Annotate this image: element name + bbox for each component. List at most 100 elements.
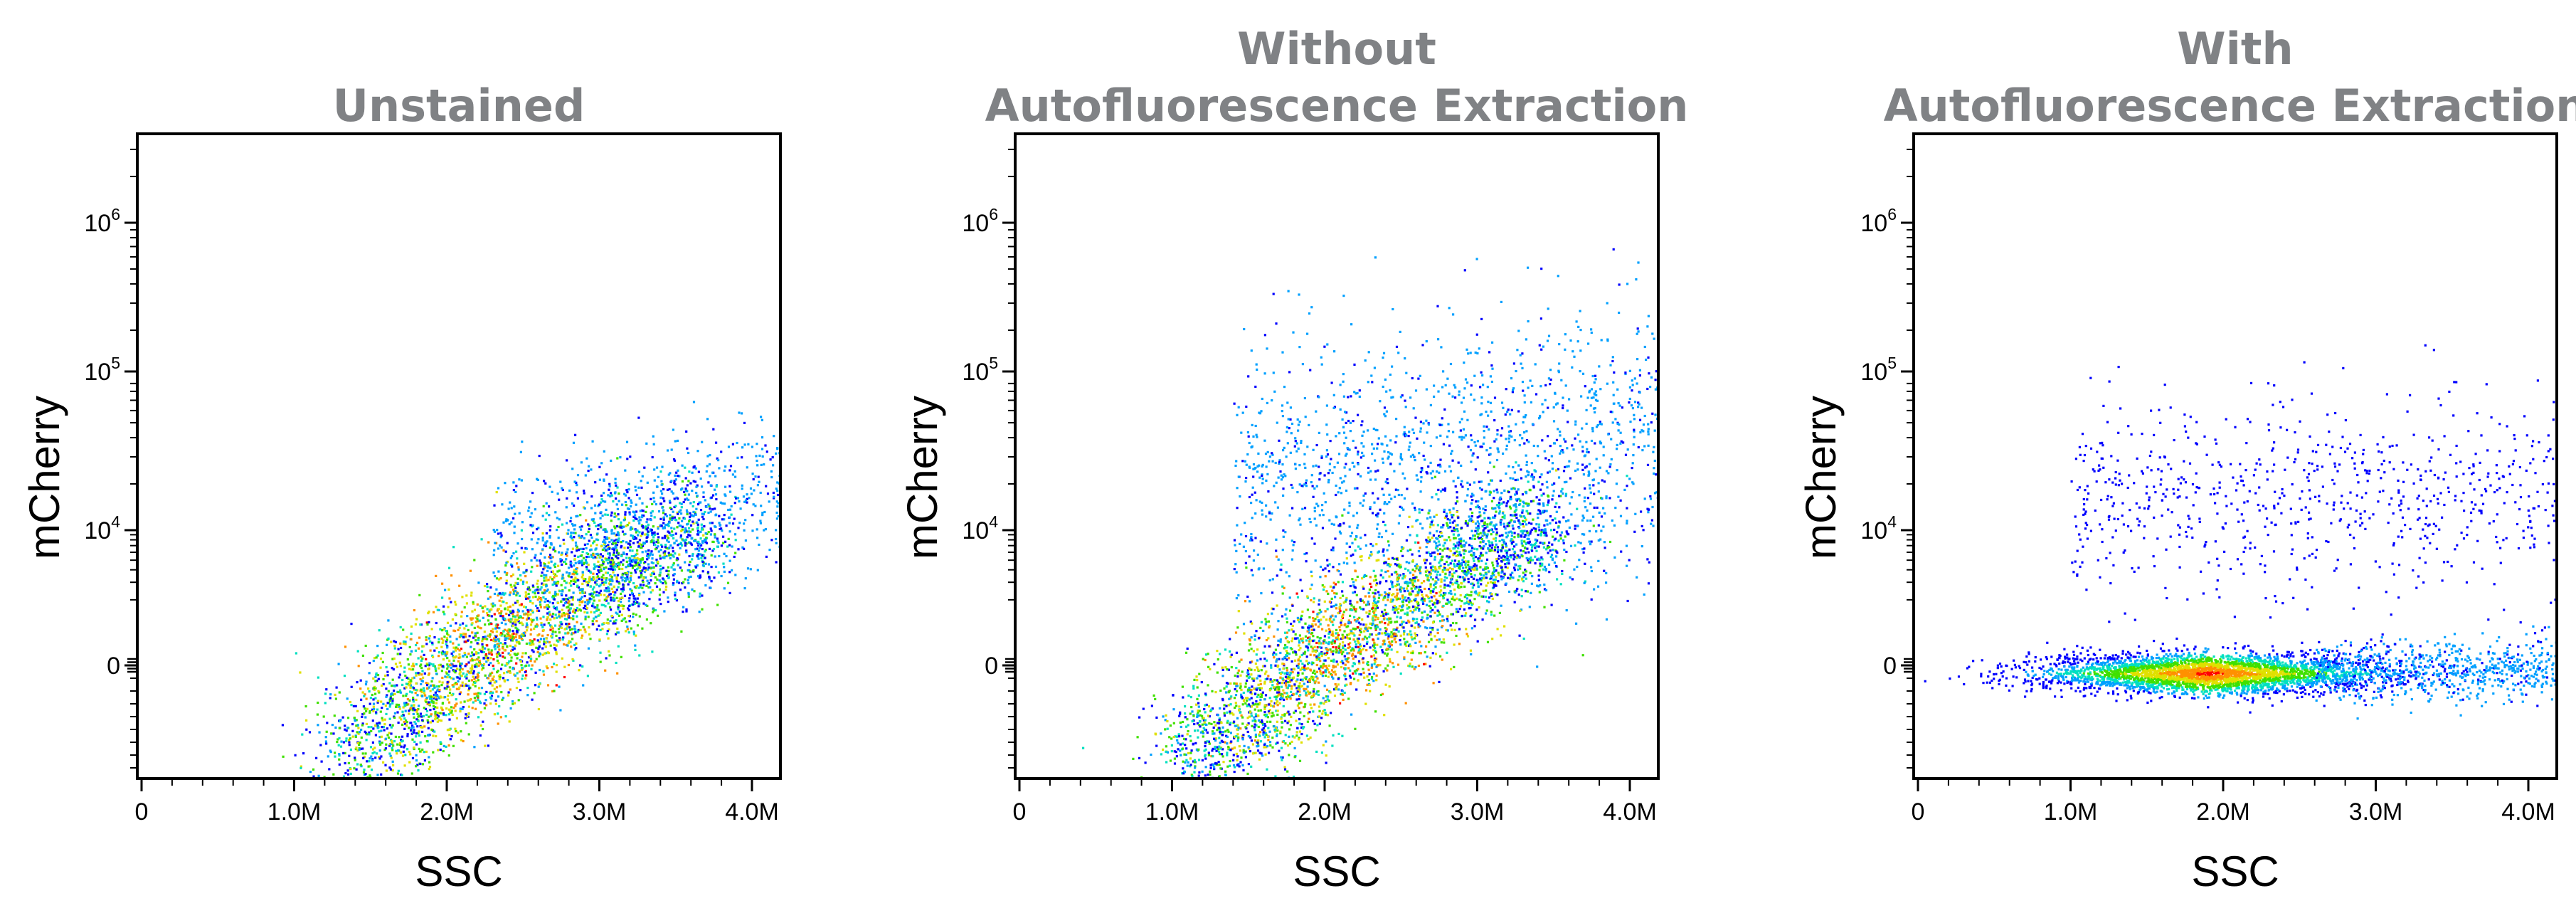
data-point <box>669 472 672 475</box>
data-point <box>564 618 567 621</box>
data-point <box>426 719 429 722</box>
data-point <box>746 493 748 496</box>
data-point <box>592 542 595 544</box>
data-point <box>634 517 637 519</box>
data-point <box>370 755 373 758</box>
data-point <box>530 559 533 562</box>
data-point <box>576 497 579 500</box>
data-point <box>458 692 461 695</box>
data-point <box>1318 608 1321 611</box>
data-point <box>603 577 605 580</box>
data-point <box>1459 542 1462 545</box>
data-point <box>576 549 578 552</box>
data-point <box>512 702 514 705</box>
data-point <box>592 576 595 579</box>
data-point <box>618 500 620 502</box>
data-point <box>753 489 756 492</box>
data-point <box>536 623 539 626</box>
data-point <box>508 613 511 616</box>
data-point <box>652 572 655 575</box>
data-point <box>459 671 462 674</box>
data-point <box>651 650 654 653</box>
data-point <box>539 668 541 672</box>
data-point <box>344 728 346 731</box>
data-point <box>438 697 440 700</box>
data-point <box>410 632 413 635</box>
data-point <box>544 591 546 594</box>
data-point <box>369 757 371 760</box>
data-point <box>513 653 516 655</box>
data-point <box>685 430 688 433</box>
data-point <box>600 498 603 501</box>
data-point <box>680 506 683 509</box>
data-point <box>487 590 489 593</box>
data-point <box>766 492 770 495</box>
data-point <box>775 487 778 490</box>
data-point <box>588 527 590 530</box>
data-point <box>775 561 778 564</box>
data-point <box>714 525 717 529</box>
data-point <box>593 617 595 620</box>
data-point <box>1294 710 1297 712</box>
data-point <box>678 553 681 556</box>
data-point <box>621 567 624 571</box>
data-point <box>1467 560 1470 564</box>
data-point <box>608 654 611 657</box>
data-point <box>719 527 721 531</box>
data-point <box>658 598 661 601</box>
data-point <box>585 457 588 460</box>
data-point <box>1414 632 1416 635</box>
data-point <box>434 667 437 670</box>
data-point <box>583 561 585 564</box>
data-point <box>605 571 608 574</box>
data-point <box>562 636 565 639</box>
data-point <box>475 651 478 654</box>
data-point <box>432 663 435 666</box>
data-point <box>1217 714 1219 717</box>
data-point <box>1258 701 1261 705</box>
data-point <box>378 757 381 760</box>
data-point <box>365 710 368 712</box>
data-point <box>412 707 415 710</box>
data-point <box>451 713 454 716</box>
data-point <box>688 518 691 521</box>
data-point <box>603 543 606 546</box>
data-point <box>328 768 331 771</box>
data-point <box>563 598 566 601</box>
data-point <box>623 547 626 549</box>
data-point <box>760 436 764 439</box>
data-point <box>1522 571 1525 574</box>
data-point <box>469 569 472 572</box>
data-point <box>653 468 656 471</box>
data-point <box>530 658 533 660</box>
data-point <box>576 474 580 477</box>
data-point <box>413 709 416 712</box>
data-point <box>1439 620 1442 623</box>
data-point <box>605 473 608 476</box>
data-point <box>598 585 601 588</box>
data-point <box>701 554 704 557</box>
data-point <box>412 700 415 703</box>
data-point <box>711 522 714 524</box>
data-point <box>499 654 502 657</box>
data-point <box>545 604 548 607</box>
data-point <box>676 557 679 560</box>
data-point <box>403 705 406 707</box>
data-point <box>507 662 509 665</box>
data-point <box>701 547 704 551</box>
data-point <box>526 661 529 664</box>
data-point <box>704 510 706 514</box>
data-point <box>632 631 635 633</box>
data-point <box>427 727 430 729</box>
data-point <box>723 514 726 517</box>
data-point <box>463 627 466 630</box>
data-point <box>1310 628 1313 631</box>
data-point <box>600 569 603 572</box>
data-point <box>1267 637 1270 640</box>
data-point <box>570 576 573 579</box>
data-point <box>552 548 555 551</box>
data-point <box>492 691 494 694</box>
data-point <box>553 643 556 646</box>
data-point <box>1366 629 1369 633</box>
data-point <box>599 523 602 526</box>
